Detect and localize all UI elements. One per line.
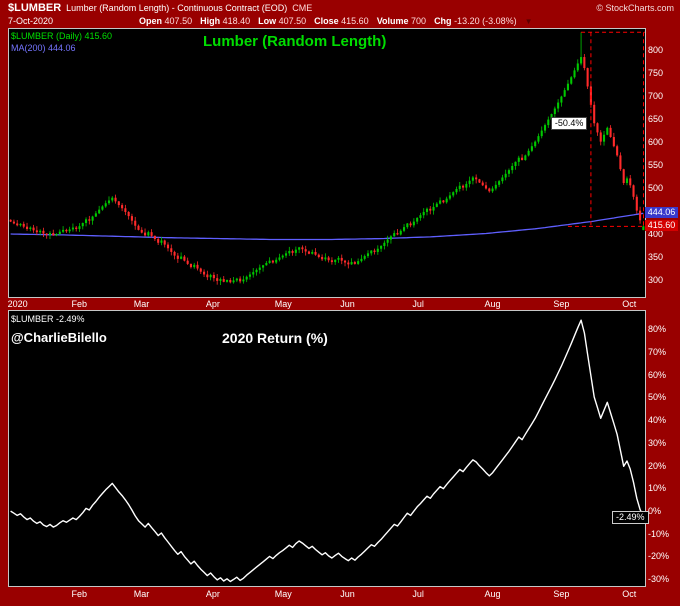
return-x-tick: Jun bbox=[340, 589, 355, 599]
price-x-tick: Apr bbox=[205, 299, 220, 309]
price-x-tick: May bbox=[274, 299, 292, 309]
price-y-tick: 400 bbox=[648, 228, 664, 239]
price-y-tick: 350 bbox=[648, 251, 664, 262]
chart-header: $LUMBER Lumber (Random Length) - Continu… bbox=[0, 0, 680, 15]
return-y-tick: 10% bbox=[648, 483, 667, 494]
return-y-tick: -30% bbox=[648, 574, 670, 585]
quote-high: High 418.40 bbox=[200, 16, 251, 26]
return-end-tag: -2.49% bbox=[612, 510, 649, 524]
price-chart bbox=[8, 28, 646, 298]
price-y-tick: 700 bbox=[648, 90, 664, 101]
price-chart-title: Lumber (Random Length) bbox=[203, 33, 387, 50]
return-chart-title: 2020 Return (%) bbox=[222, 330, 328, 346]
price-x-tick: Mar bbox=[133, 299, 150, 309]
price-y-tick: 300 bbox=[648, 274, 664, 285]
ma-price-tag: 444.06 bbox=[645, 207, 678, 219]
return-y-tick: 40% bbox=[648, 415, 667, 426]
price-x-tick: 2020 bbox=[7, 299, 28, 309]
price-y-tick: 600 bbox=[648, 136, 664, 147]
price-y-tick: 750 bbox=[648, 67, 664, 78]
exchange-label: CME bbox=[292, 3, 313, 13]
copyright-label: © StockCharts.com bbox=[596, 3, 674, 13]
price-x-tick: Jul bbox=[412, 299, 424, 309]
return-x-tick: Oct bbox=[622, 589, 637, 599]
return-chart bbox=[8, 310, 646, 587]
return-x-tick: Jul bbox=[412, 589, 424, 599]
last-price-tag: 415.60 bbox=[645, 220, 678, 232]
price-x-tick: Feb bbox=[71, 299, 87, 309]
quote-low: Low 407.50 bbox=[258, 16, 307, 26]
return-y-tick: 20% bbox=[648, 460, 667, 471]
price-legend-ma: MA(200) 444.06 bbox=[11, 43, 76, 53]
return-y-tick: 80% bbox=[648, 324, 667, 335]
price-y-tick: 550 bbox=[648, 159, 664, 170]
return-y-tick: 70% bbox=[648, 346, 667, 357]
price-x-tick: Oct bbox=[622, 299, 637, 309]
quote-row: 7-Oct-2020 Open 407.50 High 418.40 Low 407… bbox=[0, 15, 680, 28]
return-y-tick: 0% bbox=[648, 506, 662, 516]
price-x-tick: Jun bbox=[340, 299, 355, 309]
price-x-tick: Sep bbox=[553, 299, 570, 309]
return-x-tick: Mar bbox=[133, 589, 150, 599]
price-candles-svg bbox=[9, 31, 645, 285]
return-legend: $LUMBER -2.49% bbox=[11, 314, 85, 324]
quote-volume: Volume 700 bbox=[376, 16, 427, 26]
quote-date: 7-Oct-2020 bbox=[8, 16, 54, 26]
change-down-icon: ▼ bbox=[524, 17, 533, 26]
return-y-tick: 30% bbox=[648, 437, 667, 448]
return-x-tick: Aug bbox=[484, 589, 501, 599]
price-y-tick: 650 bbox=[648, 113, 664, 124]
decline-annotation: -50.4% bbox=[550, 117, 588, 131]
return-x-tick: May bbox=[274, 589, 292, 599]
return-y-tick: 50% bbox=[648, 392, 667, 403]
instrument-description: Lumber (Random Length) - Continuous Cont… bbox=[66, 3, 288, 13]
return-y-tick: 60% bbox=[648, 369, 667, 380]
price-y-tick: 800 bbox=[648, 44, 664, 55]
price-x-tick: Aug bbox=[484, 299, 501, 309]
return-y-tick: -10% bbox=[648, 528, 670, 539]
return-x-tick: Sep bbox=[553, 589, 570, 599]
return-x-tick: Feb bbox=[71, 589, 87, 599]
price-legend-symbol: $LUMBER (Daily) 415.60 bbox=[11, 31, 113, 41]
quote-close: Close 415.60 bbox=[314, 16, 369, 26]
quote-open: Open 407.50 bbox=[139, 16, 193, 26]
return-x-tick: Apr bbox=[205, 589, 220, 599]
return-y-tick: -20% bbox=[648, 551, 670, 562]
ticker-symbol: $LUMBER bbox=[8, 2, 62, 14]
quote-chg: Chg -13.20 (-3.08%) bbox=[434, 16, 517, 26]
author-watermark: @CharlieBilello bbox=[11, 330, 107, 345]
price-y-tick: 500 bbox=[648, 182, 664, 193]
return-line-svg bbox=[10, 319, 645, 583]
quote-bar: Open 407.50 High 418.40 Low 407.50 Close 41… bbox=[139, 16, 525, 26]
